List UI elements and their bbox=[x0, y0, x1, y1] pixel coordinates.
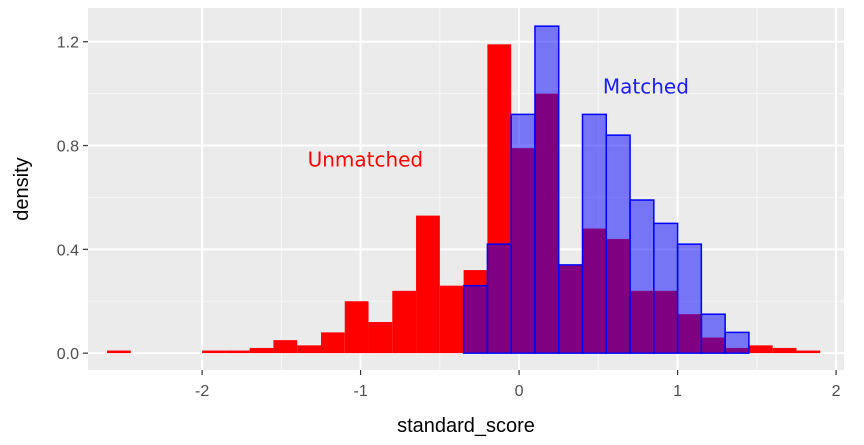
histogram-bar bbox=[368, 321, 393, 354]
histogram-bar bbox=[581, 113, 608, 354]
histogram-bar bbox=[534, 25, 560, 354]
x-tick-label: -2 bbox=[195, 383, 209, 400]
histogram-bar bbox=[724, 331, 750, 354]
annotation-layer: Unmatched Matched bbox=[308, 75, 689, 172]
histogram-bar bbox=[273, 340, 298, 354]
histogram-bar bbox=[653, 222, 679, 354]
histogram-bar bbox=[344, 301, 369, 354]
histogram-bar bbox=[510, 113, 536, 354]
histogram-bar bbox=[772, 347, 797, 354]
x-tick-label: -1 bbox=[353, 383, 367, 400]
histogram-bars bbox=[107, 25, 821, 354]
histogram-bar bbox=[297, 345, 321, 354]
histogram-bar bbox=[249, 347, 274, 354]
histogram-bar bbox=[796, 350, 821, 354]
x-tick-label: 0 bbox=[515, 383, 524, 400]
histogram-bar bbox=[700, 313, 726, 354]
y-axis-title: density bbox=[11, 157, 33, 220]
histogram-bar bbox=[629, 199, 655, 354]
histogram-bar bbox=[416, 215, 440, 354]
histogram-bar bbox=[676, 243, 703, 354]
histogram-bar bbox=[439, 285, 464, 354]
x-axis-title: standard_score bbox=[397, 415, 535, 437]
histogram-bar bbox=[202, 350, 226, 354]
x-tick-label: 1 bbox=[673, 383, 682, 400]
histogram-bar bbox=[557, 264, 584, 354]
histogram-bar bbox=[392, 290, 417, 354]
y-tick-label: 0.8 bbox=[57, 139, 79, 156]
axes: -2 -1 0 1 2 0.0 0.4 0.8 1.2 bbox=[57, 35, 841, 400]
histogram-bar bbox=[320, 332, 345, 354]
histogram-bar bbox=[605, 134, 631, 354]
histogram-bar bbox=[486, 243, 512, 354]
histogram-bar bbox=[748, 345, 773, 354]
annotation-label: Unmatched bbox=[308, 147, 424, 171]
histogram-bar bbox=[462, 284, 489, 354]
series-matched bbox=[462, 25, 750, 354]
y-tick-label: 0.4 bbox=[57, 242, 79, 259]
histogram-bar bbox=[225, 350, 250, 354]
annotation-label: Matched bbox=[603, 75, 689, 99]
y-tick-label: 1.2 bbox=[57, 35, 79, 52]
x-tick-label: 2 bbox=[832, 383, 841, 400]
histogram-bar bbox=[107, 350, 131, 354]
y-tick-label: 0.0 bbox=[57, 346, 79, 363]
